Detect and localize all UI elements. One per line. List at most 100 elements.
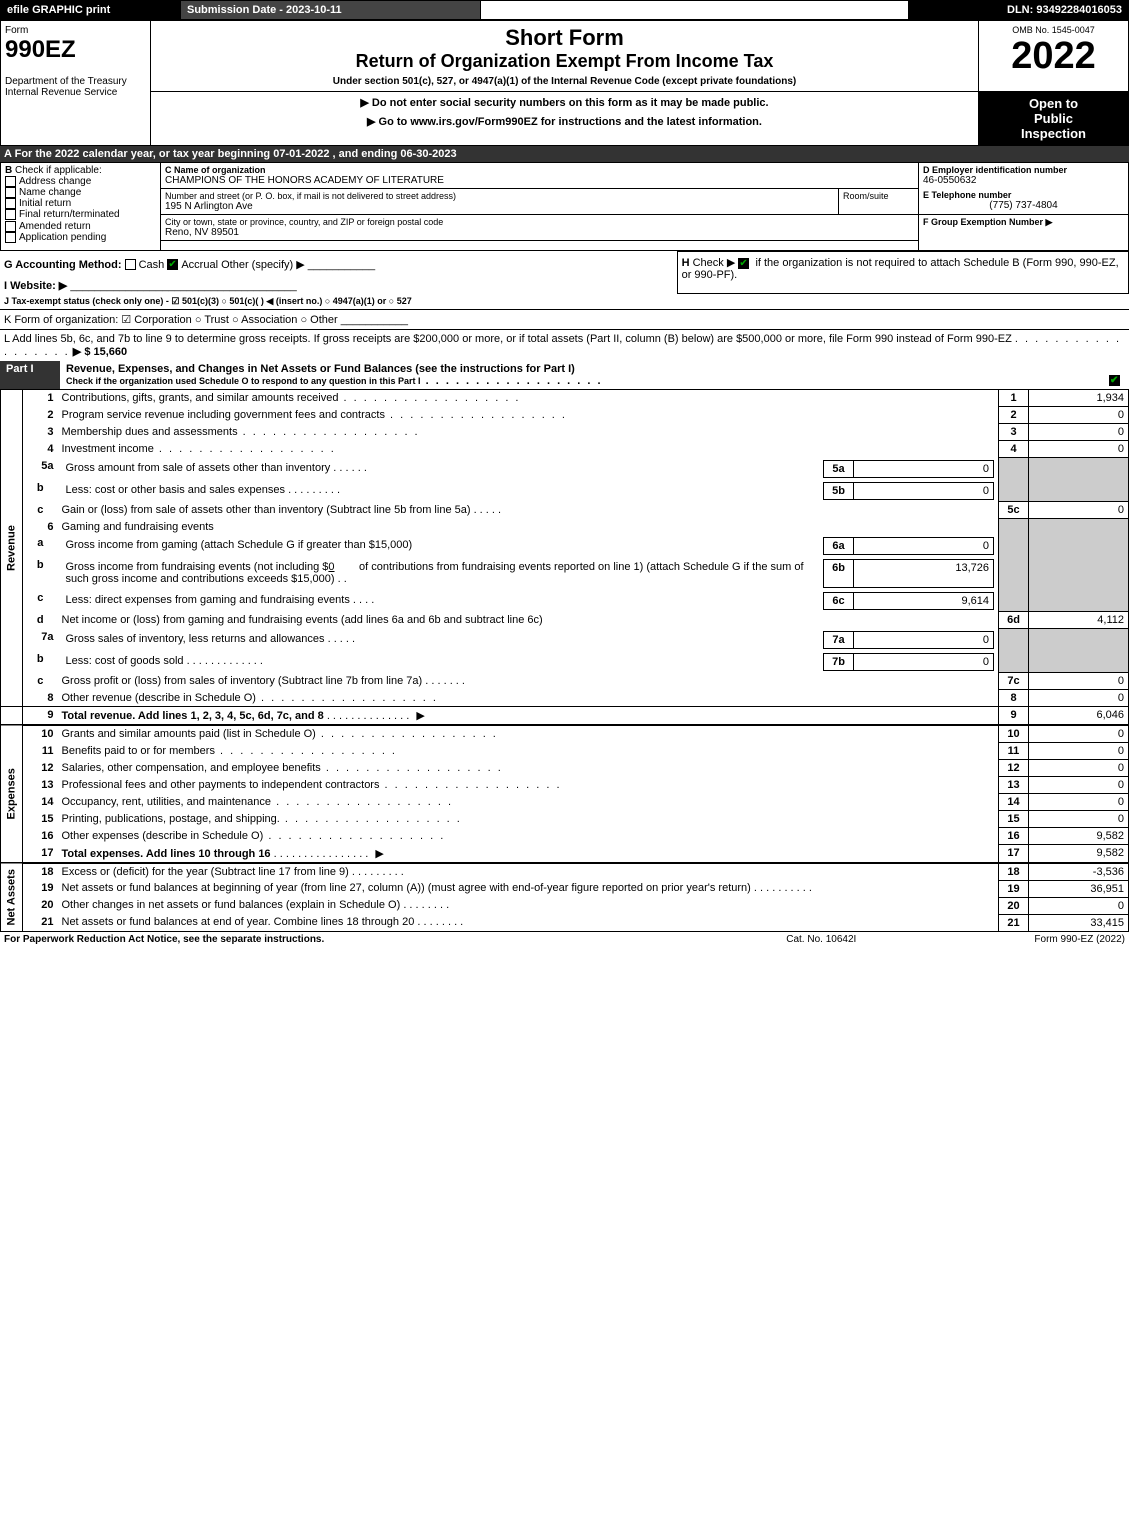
val-5c: 0 xyxy=(1029,502,1129,519)
dept-line: Department of the Treasury xyxy=(5,76,146,87)
line-10: Grants and similar amounts paid (list in… xyxy=(62,728,316,740)
val-19: 36,951 xyxy=(1029,880,1129,897)
line-5c: Gain or (loss) from sale of assets other… xyxy=(62,504,471,516)
val-3: 0 xyxy=(1029,424,1129,441)
form-ref: Form 990-EZ (2022) xyxy=(909,932,1129,947)
part-i-title: Revenue, Expenses, and Changes in Net As… xyxy=(66,363,575,375)
cb-amended[interactable] xyxy=(5,221,16,232)
val-5a: 0 xyxy=(854,460,994,477)
irs-line: Internal Revenue Service xyxy=(5,87,146,98)
phone: (775) 737-4804 xyxy=(923,200,1124,211)
e-label: E Telephone number xyxy=(923,190,1124,200)
val-7b: 0 xyxy=(854,653,994,670)
val-11: 0 xyxy=(1029,743,1129,760)
line-13: Professional fees and other payments to … xyxy=(62,779,380,791)
b-title: Check if applicable: xyxy=(15,165,102,176)
top-bar: efile GRAPHIC print Submission Date - 20… xyxy=(0,0,1129,20)
submission-date: Submission Date - 2023-10-11 xyxy=(181,1,481,20)
info-block: B Check if applicable: Address change Na… xyxy=(0,162,1129,251)
line-16: Other expenses (describe in Schedule O) xyxy=(62,830,264,842)
line-12: Salaries, other compensation, and employ… xyxy=(62,762,321,774)
goto-link[interactable]: ▶ Go to www.irs.gov/Form990EZ for instru… xyxy=(155,115,974,128)
val-15: 0 xyxy=(1029,811,1129,828)
val-6b-excl: 0 xyxy=(328,561,334,573)
city: Reno, NV 89501 xyxy=(165,227,914,238)
line-a: A For the 2022 calendar year, or tax yea… xyxy=(0,146,1129,162)
form-header: Form 990EZ Department of the Treasury In… xyxy=(0,20,1129,146)
line-6d: Net income or (loss) from gaming and fun… xyxy=(58,612,999,629)
line-a-text: For the 2022 calendar year, or tax year … xyxy=(15,148,457,160)
inspection: Inspection xyxy=(983,126,1124,141)
room-label: Room/suite xyxy=(843,191,914,201)
val-14: 0 xyxy=(1029,794,1129,811)
cb-accrual[interactable] xyxy=(167,259,178,270)
line-11: Benefits paid to or for members xyxy=(62,745,215,757)
l-value: ▶ $ 15,660 xyxy=(73,346,127,358)
form-word: Form xyxy=(5,25,146,36)
line-9: Total revenue. Add lines 1, 2, 3, 4, 5c,… xyxy=(62,710,324,722)
tax-year: 2022 xyxy=(983,35,1124,78)
line-15: Printing, publications, postage, and shi… xyxy=(62,813,280,825)
line-7b: Less: cost of goods sold xyxy=(66,655,184,667)
vert-expenses: Expenses xyxy=(1,725,23,863)
val-10: 0 xyxy=(1029,725,1129,743)
omb: OMB No. 1545-0047 xyxy=(983,25,1124,35)
cat-no: Cat. No. 10642I xyxy=(734,932,909,947)
line-18: Excess or (deficit) for the year (Subtra… xyxy=(62,866,349,878)
vert-net-assets: Net Assets xyxy=(1,863,23,932)
cb-app-pending[interactable] xyxy=(5,232,16,243)
cb-initial-return[interactable] xyxy=(5,198,16,209)
val-5b: 0 xyxy=(854,482,994,499)
cb-address-change[interactable] xyxy=(5,176,16,187)
val-16: 9,582 xyxy=(1029,828,1129,845)
line-3: Membership dues and assessments xyxy=(62,426,238,438)
val-12: 0 xyxy=(1029,760,1129,777)
form-number: 990EZ xyxy=(5,36,146,64)
cb-final-return[interactable] xyxy=(5,209,16,220)
line-2: Program service revenue including govern… xyxy=(62,409,385,421)
val-6a: 0 xyxy=(854,537,994,554)
line-4: Investment income xyxy=(62,443,154,455)
cb-name-change[interactable] xyxy=(5,187,16,198)
lines-table: Revenue 1 Contributions, gifts, grants, … xyxy=(0,389,1129,932)
line-14: Occupancy, rent, utilities, and maintena… xyxy=(62,796,272,808)
val-6b: 13,726 xyxy=(854,559,994,587)
line-7a: Gross sales of inventory, less returns a… xyxy=(66,633,325,645)
part-i-label: Part I xyxy=(0,361,60,389)
efile-label[interactable]: efile GRAPHIC print xyxy=(1,1,181,20)
dln: DLN: 93492284016053 xyxy=(909,1,1129,20)
k-line: K Form of organization: ☑ Corporation ○ … xyxy=(4,314,338,326)
val-18: -3,536 xyxy=(1029,863,1129,881)
ein: 46-0550632 xyxy=(923,175,1124,186)
val-8: 0 xyxy=(1029,690,1129,707)
line-8: Other revenue (describe in Schedule O) xyxy=(62,692,256,704)
part-i-sub: Check if the organization used Schedule … xyxy=(66,376,421,386)
val-6c: 9,614 xyxy=(854,592,994,609)
street-label: Number and street (or P. O. box, if mail… xyxy=(165,191,834,201)
line-5a: Gross amount from sale of assets other t… xyxy=(66,462,331,474)
d-label: D Employer identification number xyxy=(923,165,1124,175)
line-5b: Less: cost or other basis and sales expe… xyxy=(66,484,286,496)
public: Public xyxy=(983,111,1124,126)
street: 195 N Arlington Ave xyxy=(165,201,834,212)
line-1: Contributions, gifts, grants, and simila… xyxy=(62,392,339,404)
title-short-form: Short Form xyxy=(155,25,974,51)
val-1: 1,934 xyxy=(1029,390,1129,407)
ssn-warning: ▶ Do not enter social security numbers o… xyxy=(155,96,974,109)
line-6a: Gross income from gaming (attach Schedul… xyxy=(66,539,413,551)
vert-revenue: Revenue xyxy=(1,390,23,707)
i-website: I Website: ▶ xyxy=(4,280,67,292)
j-status: J Tax-exempt status (check only one) - ☑… xyxy=(4,296,412,306)
cb-schedule-b[interactable] xyxy=(738,258,749,269)
f-label: F Group Exemption Number ▶ xyxy=(923,217,1124,228)
val-7a: 0 xyxy=(854,631,994,648)
val-6d: 4,112 xyxy=(1029,612,1129,629)
ghijk-block: G Accounting Method: Cash Accrual Other … xyxy=(0,251,1129,309)
city-label: City or town, state or province, country… xyxy=(165,217,914,227)
cb-cash[interactable] xyxy=(125,259,136,270)
val-17: 9,582 xyxy=(1029,845,1129,863)
cb-schedule-o[interactable] xyxy=(1109,375,1120,386)
val-7c: 0 xyxy=(1029,673,1129,690)
g-label: G Accounting Method: xyxy=(4,259,122,271)
org-name: CHAMPIONS OF THE HONORS ACADEMY OF LITER… xyxy=(165,175,914,186)
